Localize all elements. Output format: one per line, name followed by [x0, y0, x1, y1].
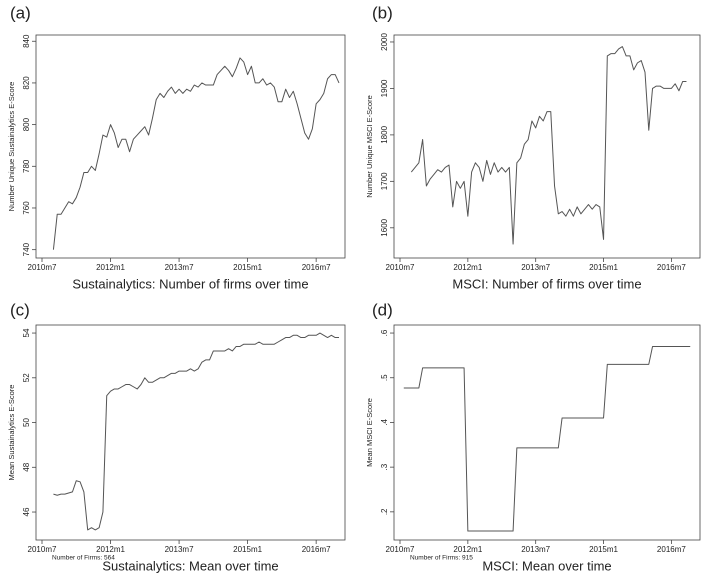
y-tick-label: 820: [22, 76, 31, 90]
y-tick-label: .6: [380, 329, 389, 336]
panel-label: (b): [372, 3, 393, 22]
plot-frame: [393, 34, 701, 259]
x-tick-label: 2013m7: [521, 545, 550, 554]
x-tick-label: 2016m7: [657, 263, 686, 272]
y-tick-label: 840: [22, 34, 31, 48]
y-tick-label: 2000: [380, 33, 389, 51]
x-tick-label: 2015m1: [233, 545, 262, 554]
chart-title: Sustainalytics: Mean over time: [102, 558, 278, 573]
x-tick-label: 2013m7: [165, 263, 194, 272]
y-tick-label: 740: [22, 242, 31, 256]
y-axis-title: Number Unique Sustainalytics E-Score: [7, 82, 16, 212]
series-line: [403, 345, 691, 532]
x-tick-label: 2016m7: [302, 263, 331, 272]
plot-frame: [35, 324, 346, 541]
series-line: [410, 46, 687, 245]
x-tick-label: 2012m1: [96, 263, 125, 272]
note: Number of Firms: 564: [52, 555, 115, 562]
plot-frame: [393, 324, 701, 541]
x-tick-label: 2012m1: [96, 545, 125, 554]
y-tick-label: .5: [380, 374, 389, 381]
x-tick-label: 2015m1: [589, 263, 618, 272]
x-tick-label: 2010m7: [28, 545, 57, 554]
series-line: [53, 332, 339, 531]
series-line: [52, 57, 340, 250]
x-tick-label: 2010m7: [28, 263, 57, 272]
y-tick-label: 1900: [380, 79, 389, 97]
panel-label: (d): [372, 300, 393, 319]
panel-label: (c): [10, 300, 30, 319]
y-tick-label: 760: [22, 201, 31, 215]
y-tick-label: 50: [22, 418, 31, 427]
y-axis-title: Mean Sustainalytics E-Score: [7, 385, 16, 481]
x-tick-label: 2010m7: [386, 263, 415, 272]
y-tick-label: 800: [22, 117, 31, 131]
y-tick-label: 54: [22, 328, 31, 337]
x-tick-label: 2012m1: [453, 263, 482, 272]
y-tick-label: .2: [380, 508, 389, 515]
x-tick-label: 2013m7: [521, 263, 550, 272]
plot-frame: [35, 34, 346, 259]
y-tick-label: 780: [22, 159, 31, 173]
y-tick-label: .3: [380, 463, 389, 470]
chart-title: MSCI: Mean over time: [482, 558, 611, 573]
y-tick-label: 1800: [380, 125, 389, 143]
y-tick-label: 1700: [380, 172, 389, 190]
chart-title: MSCI: Number of firms over time: [452, 276, 641, 291]
y-axis-title: Mean MSCI E-Score: [365, 398, 374, 467]
panel-label: (a): [10, 3, 31, 22]
x-tick-label: 2012m1: [453, 545, 482, 554]
x-tick-label: 2010m7: [386, 545, 415, 554]
x-tick-label: 2015m1: [233, 263, 262, 272]
chart-title: Sustainalytics: Number of firms over tim…: [72, 276, 308, 291]
note: Number of Firms: 915: [410, 555, 473, 562]
y-axis-title: Number Unique MSCI E-Score: [365, 95, 374, 198]
y-tick-label: 52: [22, 373, 31, 382]
x-tick-label: 2013m7: [165, 545, 194, 554]
y-tick-label: 1600: [380, 218, 389, 236]
x-tick-label: 2016m7: [657, 545, 686, 554]
y-tick-label: 46: [22, 507, 31, 516]
y-tick-label: .4: [380, 419, 389, 426]
x-tick-label: 2016m7: [302, 545, 331, 554]
x-tick-label: 2015m1: [589, 545, 618, 554]
y-tick-label: 48: [22, 462, 31, 471]
